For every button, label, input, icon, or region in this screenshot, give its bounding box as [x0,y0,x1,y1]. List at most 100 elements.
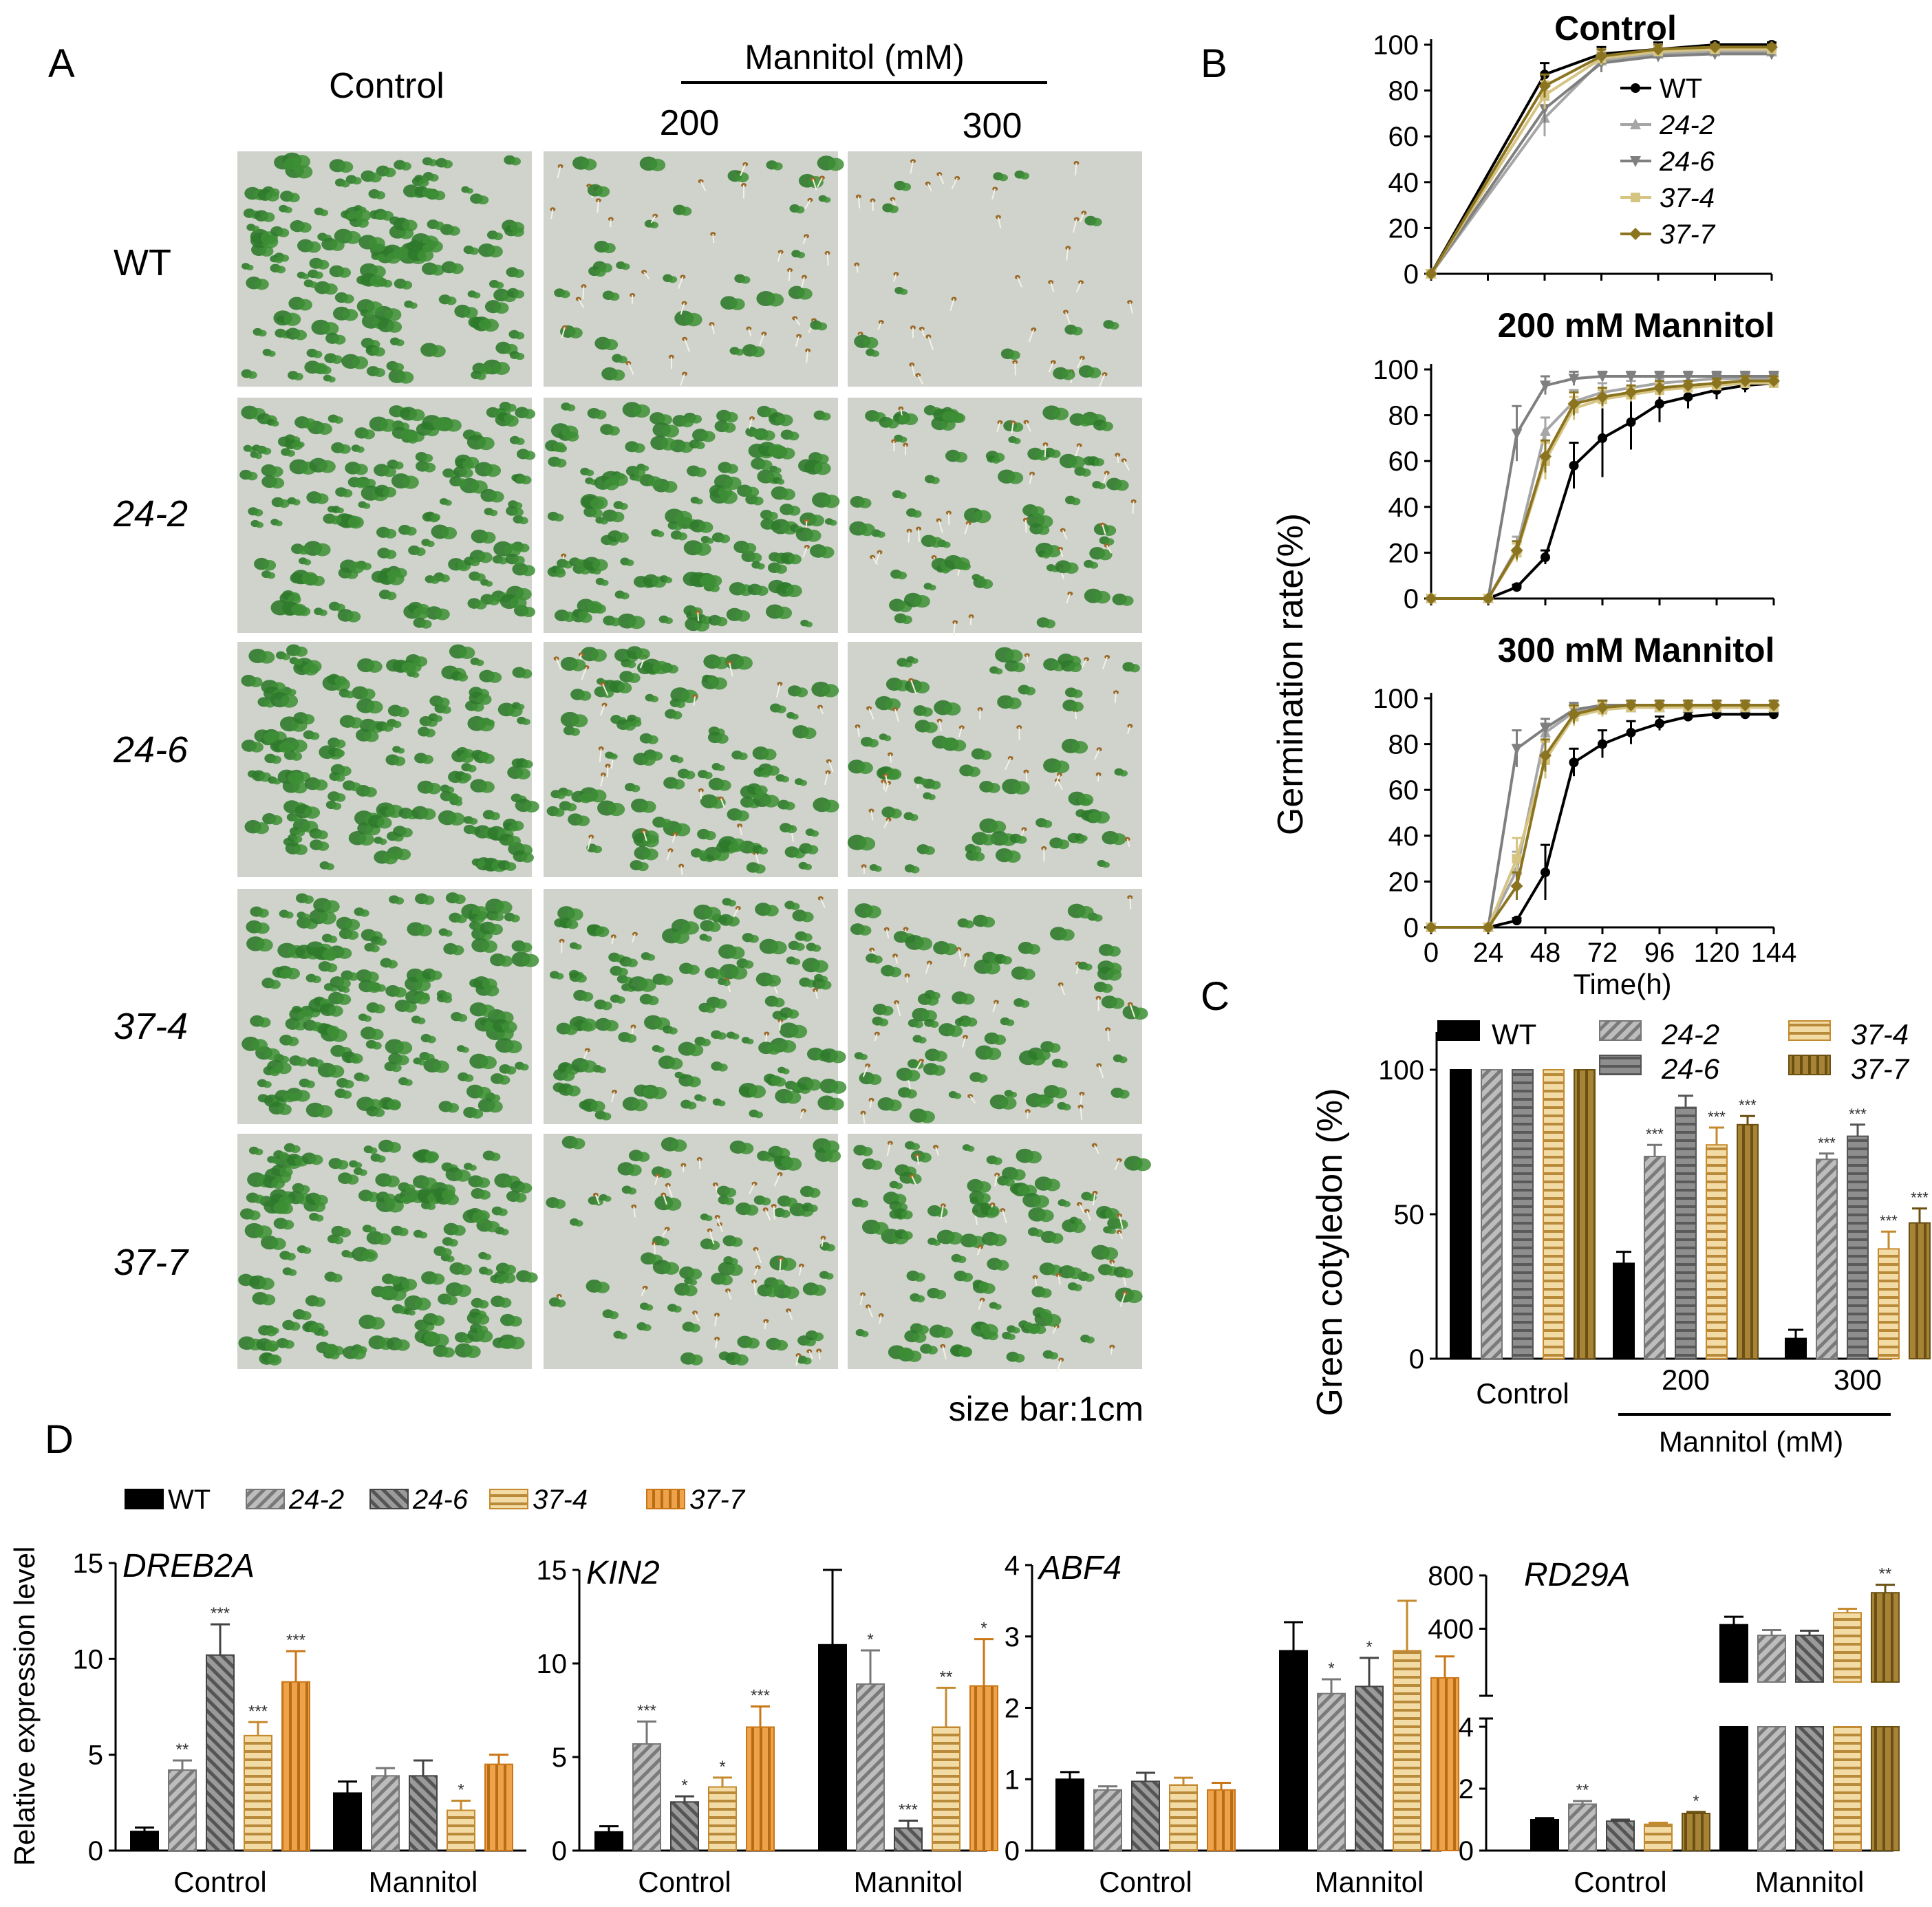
radicle [911,1176,917,1185]
seedling [430,1273,445,1285]
radicle [951,177,958,190]
data-point [1631,83,1640,93]
radicle [711,323,715,334]
seedling [313,1059,324,1068]
radicle [1106,545,1113,554]
radicle [872,557,879,565]
radicle [938,520,943,533]
seedling [416,924,432,937]
seedling [440,1248,452,1257]
series-24-6: *** [1512,1069,1869,1359]
seedling [650,222,658,229]
seedling [712,969,726,980]
seedling [292,781,308,794]
seedling [822,684,839,698]
radicle [894,955,899,964]
seedling [1069,662,1082,673]
seedling [424,1331,440,1344]
seedling [489,1152,501,1161]
series-37-7 [1207,1655,1459,1852]
seedling [330,239,345,251]
seedling [337,267,352,278]
seedling [313,363,328,374]
seedling [361,1249,378,1262]
radicle [925,962,930,974]
seedling [987,783,1000,793]
seedling [301,714,315,725]
seedling [337,947,352,959]
seedling [857,762,873,775]
seedling [1101,983,1113,993]
significance-label: *** [1646,1125,1664,1143]
radicle [1056,1359,1062,1373]
seedling [1027,944,1041,955]
seedling [361,688,376,700]
seedling [1001,956,1012,965]
seedling [570,714,588,728]
seedling [333,334,346,345]
seedling [483,1253,492,1260]
seedling [411,671,420,678]
seedling [888,205,899,213]
seedling [487,246,503,258]
seedling [700,431,716,442]
bar [447,1809,475,1851]
seedling [469,247,479,255]
seedling [921,1010,937,1022]
c-ylabel: Green cotyledon (%) [1310,1088,1350,1416]
radicle [1059,548,1064,558]
radicle [1054,774,1060,787]
seedling [433,715,443,722]
seedling [365,311,374,318]
seedling [366,1192,380,1203]
seedling [700,1038,711,1047]
seedling [349,561,365,574]
seedling-plate-photo [847,642,1142,877]
seedling [600,579,609,586]
seedling [941,411,956,422]
seedling [478,319,492,330]
seedling [480,1056,497,1070]
radicle [893,274,897,282]
seedling [915,1295,925,1303]
radicle [753,1281,757,1295]
seedling [279,1167,293,1178]
panel-b: Germination rate(%) Control 200 mM Manni… [1271,9,1796,1000]
seedling [934,1290,947,1300]
bar [1847,1135,1869,1359]
seedling [1070,701,1084,712]
seedling [553,513,564,522]
seedling [765,1286,780,1297]
seedling [367,1226,377,1233]
seedling [325,963,338,973]
seedling [1048,1264,1062,1276]
data-point [1510,880,1523,893]
seedling [864,905,881,918]
seedling [610,369,625,381]
seedling [470,480,488,494]
data-point [1541,868,1550,878]
radicle [680,865,683,876]
seedling [705,1215,713,1222]
bar [1450,1069,1472,1359]
seedling [704,830,716,841]
radicle [643,831,647,841]
seedling [414,547,426,557]
seedling [718,486,733,498]
seedling [425,1151,440,1163]
series-24-6: * [1131,1638,1384,1852]
seedling [859,1053,868,1061]
seedling [1037,525,1050,535]
seedling [901,1210,913,1220]
seedling [363,1015,372,1022]
seedling [972,852,985,862]
seedling [367,660,383,673]
seedling [603,338,619,351]
legend-label: 37-4 [1851,1018,1909,1051]
radicle [1080,1106,1083,1120]
radicle [863,866,866,874]
series-37-7 [1425,41,1778,280]
seedling [328,376,336,383]
seedling [289,1322,301,1331]
seedling [590,498,604,509]
